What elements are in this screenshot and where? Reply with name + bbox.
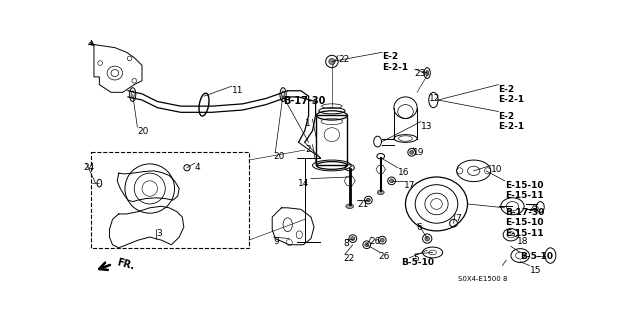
Text: 17: 17 [404,181,415,190]
Text: B-17-30
E-15-10
E-15-11: B-17-30 E-15-10 E-15-11 [505,208,544,237]
Text: E-2
E-2-1: E-2 E-2-1 [382,52,408,72]
Text: 22: 22 [344,254,355,263]
Text: 18: 18 [517,237,529,246]
Text: 15: 15 [529,266,541,275]
Text: E-2
E-2-1: E-2 E-2-1 [499,84,525,104]
Circle shape [366,198,370,202]
Text: 8: 8 [344,239,349,248]
Ellipse shape [426,70,429,76]
Text: 5: 5 [413,254,419,263]
Circle shape [380,238,384,242]
Text: 14: 14 [298,179,309,188]
Text: E-2
E-2-1: E-2 E-2-1 [499,112,525,131]
Circle shape [390,179,394,183]
Text: 3: 3 [156,229,162,238]
Text: 21: 21 [358,200,369,209]
Text: 24: 24 [83,163,94,172]
Text: 11: 11 [232,86,243,95]
Text: 13: 13 [421,122,433,131]
Ellipse shape [346,204,353,209]
Text: S0X4-E1500 8: S0X4-E1500 8 [458,276,508,282]
Text: 20: 20 [138,127,148,136]
Text: 22: 22 [338,55,349,64]
Text: B-17-30: B-17-30 [283,96,325,106]
Text: 26: 26 [378,252,390,261]
Text: 23: 23 [415,69,426,78]
Text: 1: 1 [305,119,311,128]
Bar [316,116,348,165]
Bar [91,152,249,248]
Text: 10: 10 [491,165,502,174]
Text: 26: 26 [370,237,381,246]
Text: 4: 4 [195,163,200,172]
Text: 9: 9 [273,237,279,246]
Circle shape [365,243,369,247]
Text: 25: 25 [528,204,540,213]
Text: FR.: FR. [116,257,136,271]
Circle shape [410,150,413,154]
Text: B-5-10: B-5-10 [402,258,435,267]
Text: 2: 2 [305,145,311,154]
Circle shape [329,59,335,65]
Text: B-5-10: B-5-10 [520,252,553,261]
Text: 6: 6 [417,223,422,232]
Text: 16: 16 [397,168,409,177]
Text: 7: 7 [455,214,461,223]
Text: 20: 20 [274,152,285,161]
Circle shape [351,237,355,241]
Text: 19: 19 [413,148,425,157]
Circle shape [425,236,429,241]
Ellipse shape [377,190,384,195]
Text: E-15-10
E-15-11: E-15-10 E-15-11 [505,181,543,200]
Text: 12: 12 [429,94,440,103]
